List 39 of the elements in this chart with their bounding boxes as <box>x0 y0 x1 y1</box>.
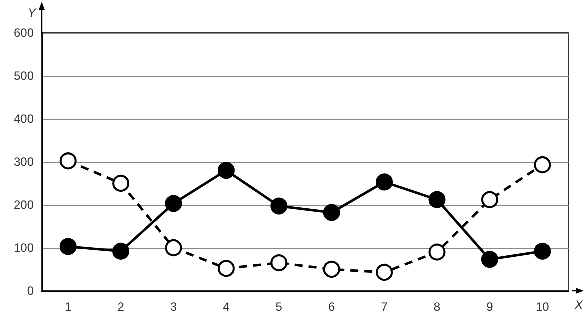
x-tick-label: 1 <box>65 300 72 314</box>
point <box>165 195 182 212</box>
point <box>428 191 446 208</box>
y-tick-label: 400 <box>14 112 34 126</box>
point <box>165 240 182 256</box>
point <box>60 238 77 256</box>
point <box>270 254 288 272</box>
x-tick-label: 9 <box>486 300 494 314</box>
point <box>270 198 288 215</box>
x-tick-label: 8 <box>434 300 441 314</box>
point <box>323 261 340 278</box>
point <box>376 174 394 191</box>
y-tick-label: 600 <box>14 26 34 40</box>
point <box>428 244 446 261</box>
x-tick-label: 2 <box>118 300 125 314</box>
x-tick-label: 6 <box>328 300 336 314</box>
point <box>112 175 130 192</box>
y-tick-label: 300 <box>14 155 34 169</box>
point <box>60 152 77 170</box>
point <box>323 204 340 222</box>
x-axis-title: X <box>574 298 584 312</box>
x-tick-label: 4 <box>223 300 230 314</box>
y-tick-label: 500 <box>14 69 34 83</box>
point <box>218 260 235 278</box>
y-axis-title: Y <box>28 6 37 20</box>
point <box>218 162 235 180</box>
x-tick-label: 7 <box>381 300 388 314</box>
x-tick-label: 3 <box>170 300 178 314</box>
y-tick-label: 200 <box>14 198 34 212</box>
x-tick-label: 5 <box>276 300 283 314</box>
y-tick-label: 100 <box>14 241 34 255</box>
y-tick-label: 0 <box>27 284 34 298</box>
point <box>534 156 552 174</box>
point <box>376 264 394 282</box>
point <box>534 242 552 260</box>
x-tick-label: 10 <box>536 300 550 314</box>
point <box>481 251 498 268</box>
point <box>481 191 498 208</box>
point <box>112 242 130 260</box>
